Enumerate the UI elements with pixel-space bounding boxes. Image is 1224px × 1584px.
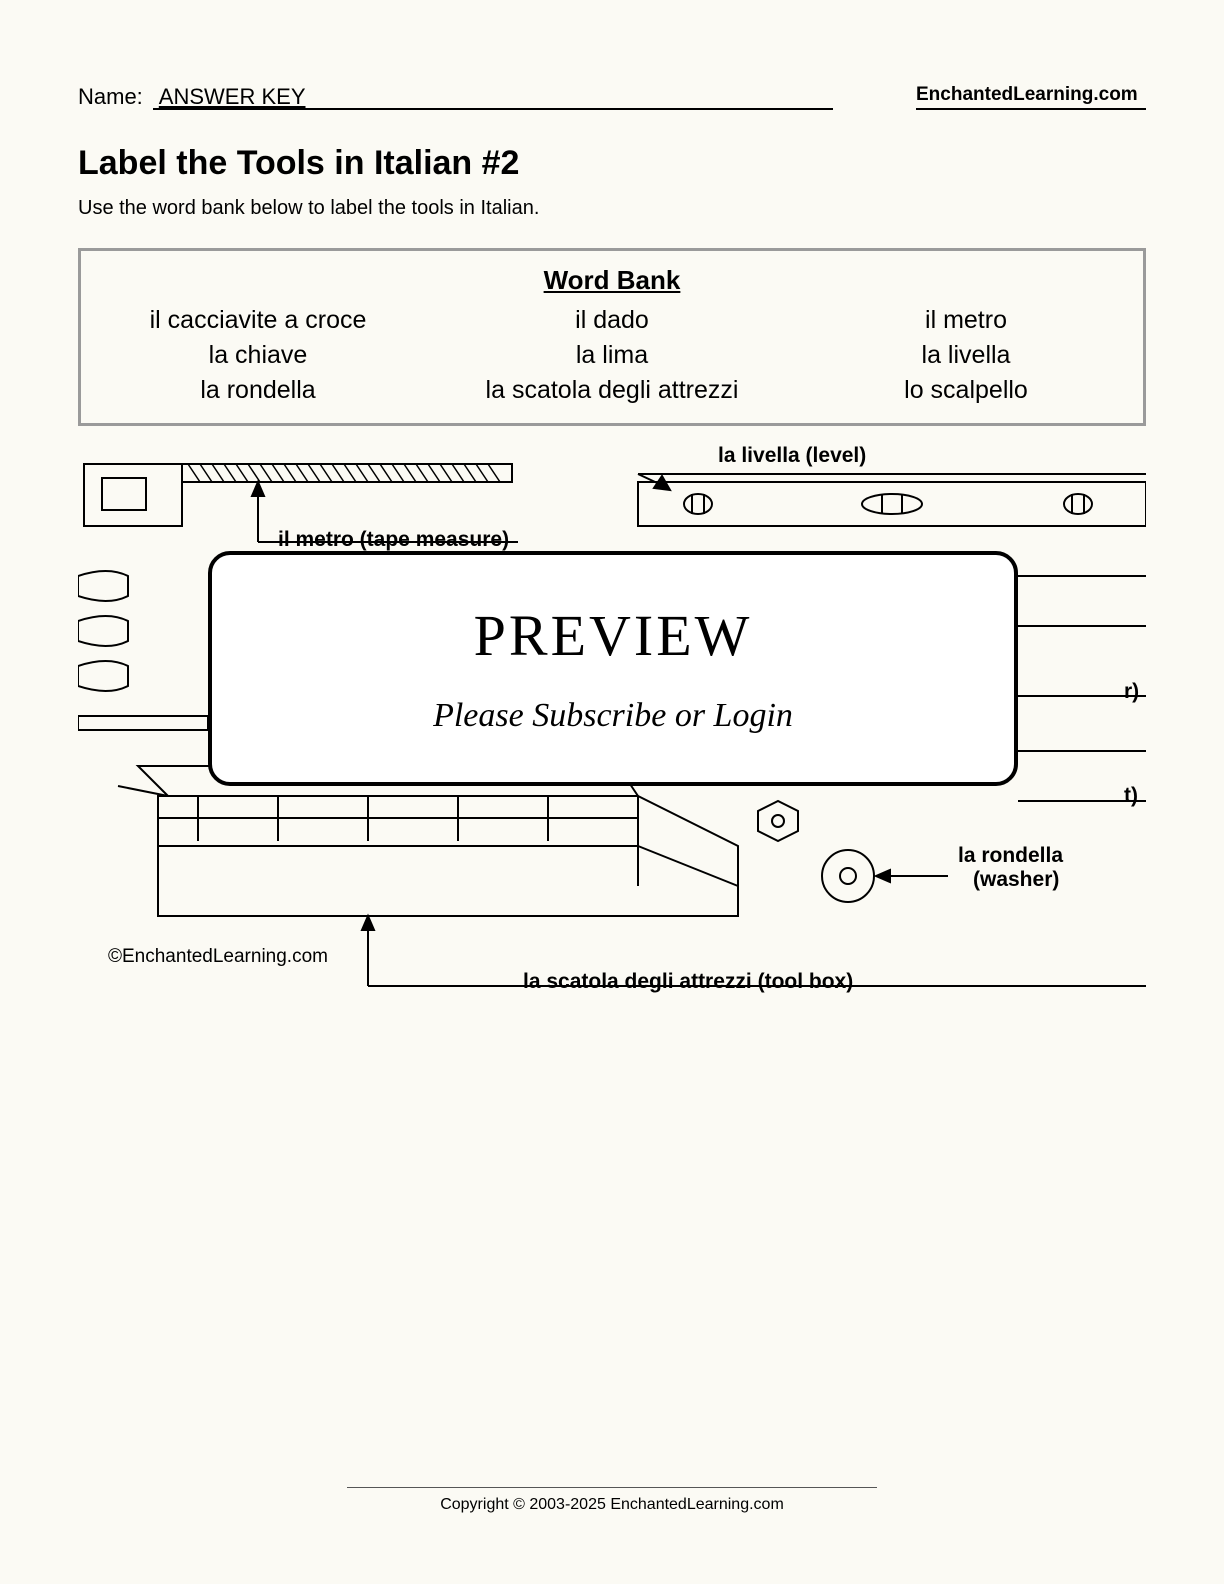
- word-bank-item: la rondella: [81, 376, 435, 405]
- header-row: Name: ANSWER KEY EnchantedLearning.com: [78, 84, 1146, 110]
- word-bank-item: il metro: [789, 306, 1143, 335]
- tools-diagram: la livella (level) il metro (tape measur…: [78, 446, 1146, 1006]
- label-partial-2: t): [1124, 784, 1138, 808]
- label-partial-1: r): [1124, 680, 1139, 704]
- label-washer-line1: la rondella: [958, 844, 1063, 868]
- word-bank-item: lo scalpello: [789, 376, 1143, 405]
- name-label: Name:: [78, 84, 143, 110]
- name-value: ANSWER KEY: [153, 84, 833, 110]
- page-title: Label the Tools in Italian #2: [78, 144, 1146, 183]
- label-washer-line2: (washer): [973, 868, 1059, 892]
- label-tape-measure: il metro (tape measure): [278, 528, 509, 552]
- preview-subtitle: Please Subscribe or Login: [433, 697, 793, 735]
- footer-copyright: Copyright © 2003-2025 EnchantedLearning.…: [440, 1496, 784, 1513]
- label-toolbox: la scatola degli attrezzi (tool box): [523, 970, 853, 994]
- word-bank-item: il dado: [435, 306, 789, 335]
- label-level: la livella (level): [718, 444, 866, 468]
- page-footer: Copyright © 2003-2025 EnchantedLearning.…: [0, 1487, 1224, 1514]
- word-bank: Word Bank il cacciavite a croce il dado …: [78, 248, 1146, 426]
- word-bank-item: il cacciavite a croce: [81, 306, 435, 335]
- word-bank-title: Word Bank: [81, 265, 1143, 296]
- word-bank-item: la scatola degli attrezzi: [435, 376, 789, 405]
- footer-divider: [347, 1487, 877, 1488]
- preview-overlay: PREVIEW Please Subscribe or Login: [208, 551, 1018, 786]
- name-block: Name: ANSWER KEY: [78, 84, 833, 110]
- worksheet-page: Name: ANSWER KEY EnchantedLearning.com L…: [0, 0, 1224, 1584]
- instructions: Use the word bank below to label the too…: [78, 197, 1146, 220]
- word-bank-grid: il cacciavite a croce il dado il metro l…: [81, 306, 1143, 405]
- site-brand: EnchantedLearning.com: [916, 84, 1146, 110]
- preview-title: PREVIEW: [474, 602, 753, 669]
- word-bank-item: la livella: [789, 341, 1143, 370]
- word-bank-item: la chiave: [81, 341, 435, 370]
- inline-copyright: ©EnchantedLearning.com: [108, 946, 328, 968]
- word-bank-item: la lima: [435, 341, 789, 370]
